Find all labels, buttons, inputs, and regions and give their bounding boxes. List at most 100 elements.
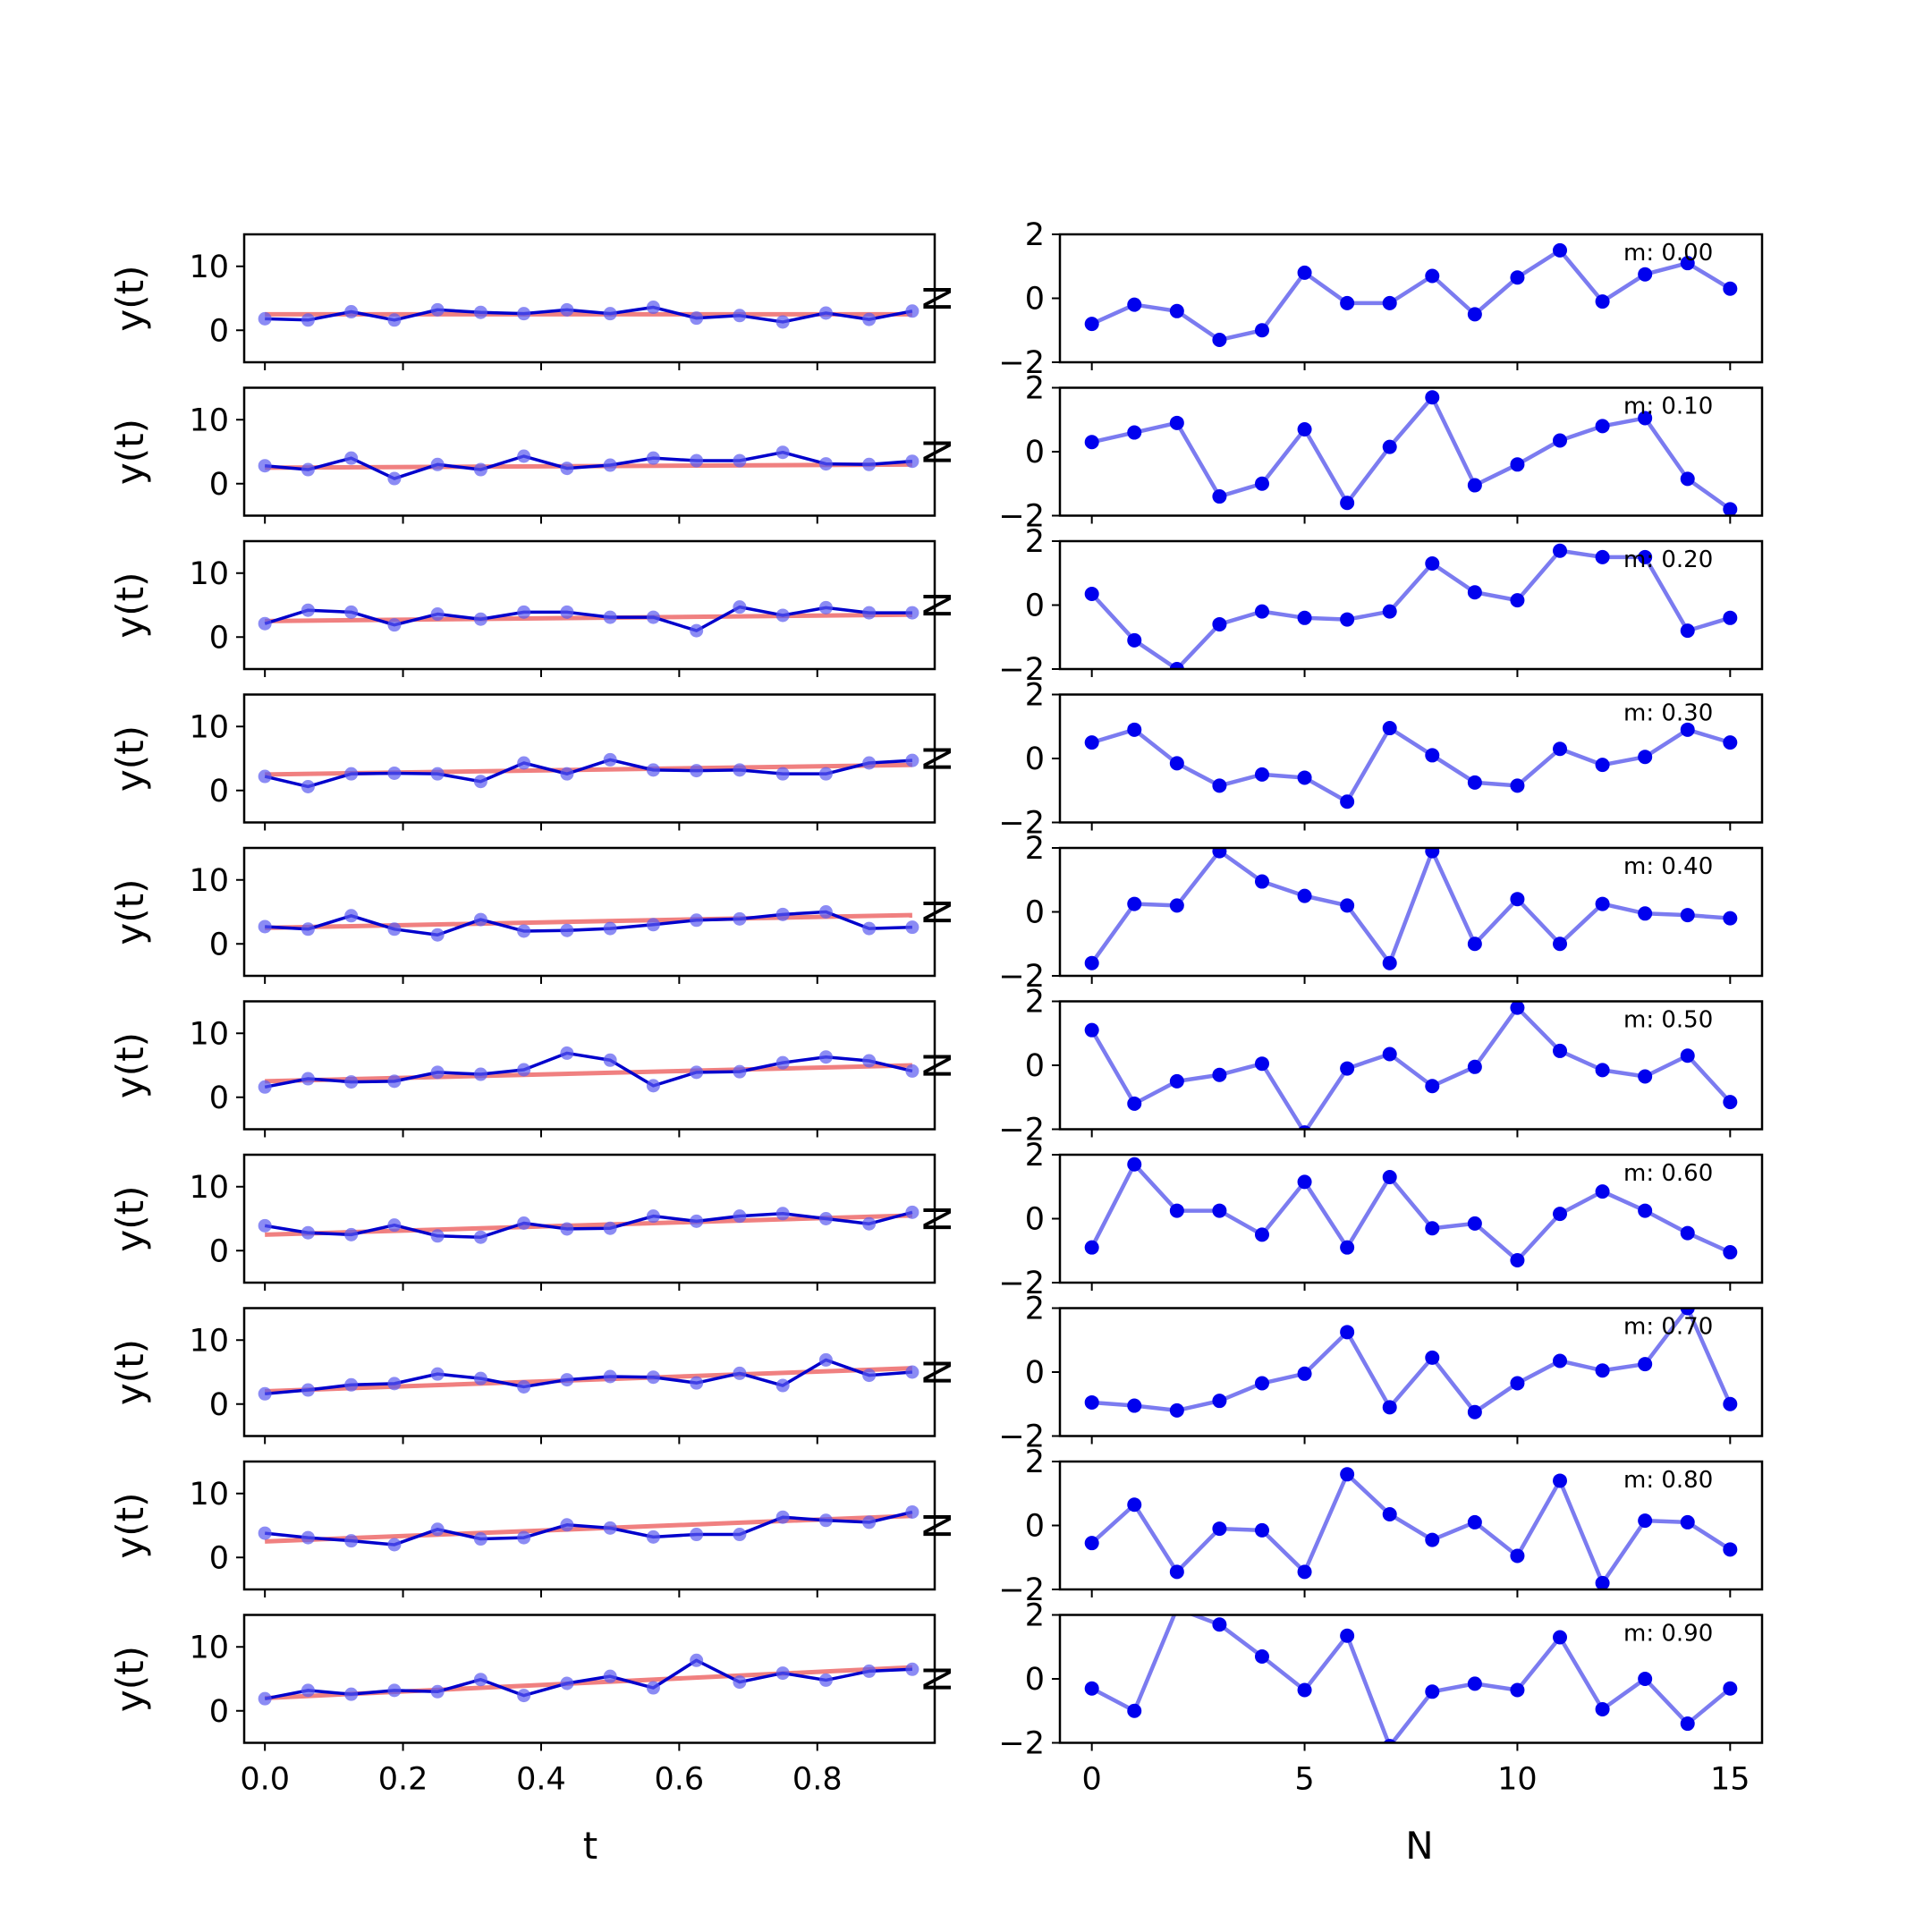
noise-point <box>1340 794 1355 809</box>
y-tick-label: −2 <box>998 1266 1045 1301</box>
noise-point <box>1297 421 1312 436</box>
data-point <box>905 454 919 469</box>
left-frame <box>242 1614 936 1744</box>
right-subplot-2: N −2 0 2 m: 0.20 <box>916 524 1764 688</box>
m-annotation: m: 0.30 <box>1623 700 1713 727</box>
left-frame <box>242 233 936 364</box>
right-plot-area <box>1060 1001 1762 1130</box>
noise-point <box>1212 616 1227 631</box>
data-point <box>560 462 574 476</box>
data-point <box>690 913 704 928</box>
data-point <box>258 919 272 934</box>
data-point <box>603 307 617 321</box>
noise-point <box>1212 1067 1227 1082</box>
y-tick-label: 0 <box>1025 1509 1045 1545</box>
noise-point <box>1638 906 1653 921</box>
noise-series <box>1084 543 1738 669</box>
x-tick-label: 0.6 <box>655 1762 705 1798</box>
left-subplot-9: 0 10 0.0 0.2 0.4 0.6 0.8 y(t) <box>108 1614 936 1798</box>
noise-point <box>1297 610 1312 625</box>
right-subplot-3: N −2 0 2 m: 0.30 <box>916 678 1764 842</box>
left-subplot-4: 0 10 y(t) <box>108 846 936 984</box>
data-point <box>344 605 359 619</box>
left-frame <box>242 386 936 517</box>
data-point <box>862 1368 877 1383</box>
noise-point <box>1595 1701 1610 1716</box>
data-line <box>264 758 913 789</box>
noise-point <box>1169 662 1184 669</box>
y-tick-label: −2 <box>998 959 1045 995</box>
right-ylabel: N <box>916 1205 960 1233</box>
noise-point <box>1680 1716 1695 1732</box>
right-ylabel: N <box>916 284 960 312</box>
noise-point <box>1510 270 1525 285</box>
noise-point <box>1169 415 1184 430</box>
data-point <box>430 607 445 622</box>
y-tick-label: −2 <box>998 1572 1045 1608</box>
noise-point <box>1212 332 1227 347</box>
y-tick-label: 2 <box>1025 1598 1045 1634</box>
left-frame <box>242 1460 936 1591</box>
noise-point <box>1467 936 1482 952</box>
data-point <box>301 462 315 477</box>
data-point <box>560 605 574 619</box>
y-tick-label: 10 <box>189 402 229 438</box>
data-point <box>690 453 704 468</box>
left-ylabel: y(t) <box>108 725 152 792</box>
data-point <box>862 1054 877 1068</box>
data-point <box>818 1212 833 1225</box>
data-point <box>258 769 272 784</box>
noise-point <box>1467 585 1482 600</box>
data-point <box>862 756 877 770</box>
y-tick-label: 2 <box>1025 831 1045 867</box>
right-subplot-1: N −2 0 2 m: 0.10 <box>916 371 1764 535</box>
data-point <box>646 610 660 624</box>
y-tick-label: 10 <box>189 863 229 899</box>
data-point <box>733 1528 747 1542</box>
noise-line <box>1091 1308 1733 1414</box>
x-tick-label: 0.4 <box>516 1762 566 1798</box>
noise-series <box>1084 1614 1738 1743</box>
data-point <box>690 764 704 778</box>
noise-point <box>1553 543 1568 558</box>
data-point <box>517 307 531 321</box>
data-point <box>818 1673 833 1687</box>
noise-point <box>1595 294 1610 309</box>
noise-point <box>1084 1536 1099 1551</box>
noise-point <box>1510 1001 1525 1015</box>
y-tick-label: 0 <box>209 1694 229 1730</box>
left-frame <box>242 1307 936 1437</box>
noise-point <box>1638 750 1653 765</box>
noise-series <box>1084 242 1738 347</box>
data-point <box>430 928 445 942</box>
data-point <box>473 775 487 789</box>
y-tick-label: 0 <box>209 313 229 349</box>
right-plot-area <box>1060 387 1762 516</box>
data-point <box>430 1065 445 1080</box>
noise-point <box>1638 1357 1653 1372</box>
trend-line <box>265 1063 912 1084</box>
x-tick-label: 10 <box>1497 1762 1538 1798</box>
data-point <box>560 1518 574 1532</box>
noise-point <box>1254 476 1269 491</box>
noise-point <box>1382 1400 1397 1415</box>
noise-point <box>1553 433 1568 448</box>
noise-point <box>1595 1063 1610 1078</box>
subplot-grid: 0 10 y(t) N −2 0 2 m: 0.00 0 10 y(t) N −2 0 2 m: 0.10 0 1… <box>108 217 1764 1798</box>
noise-point <box>1553 936 1568 952</box>
data-point <box>258 311 272 326</box>
data-point <box>387 471 402 486</box>
noise-line <box>1090 1614 1732 1743</box>
noise-point <box>1723 281 1738 296</box>
data-point <box>301 1683 315 1698</box>
left-ylabel: y(t) <box>108 265 152 331</box>
data-point <box>387 766 402 780</box>
noise-point <box>1425 748 1440 763</box>
noise-point <box>1595 758 1610 773</box>
noise-point <box>1127 1497 1142 1513</box>
noise-point <box>1297 1564 1312 1580</box>
noise-point <box>1723 735 1738 750</box>
data-point <box>301 1530 315 1545</box>
data-point <box>775 445 790 460</box>
noise-point <box>1553 1207 1568 1222</box>
